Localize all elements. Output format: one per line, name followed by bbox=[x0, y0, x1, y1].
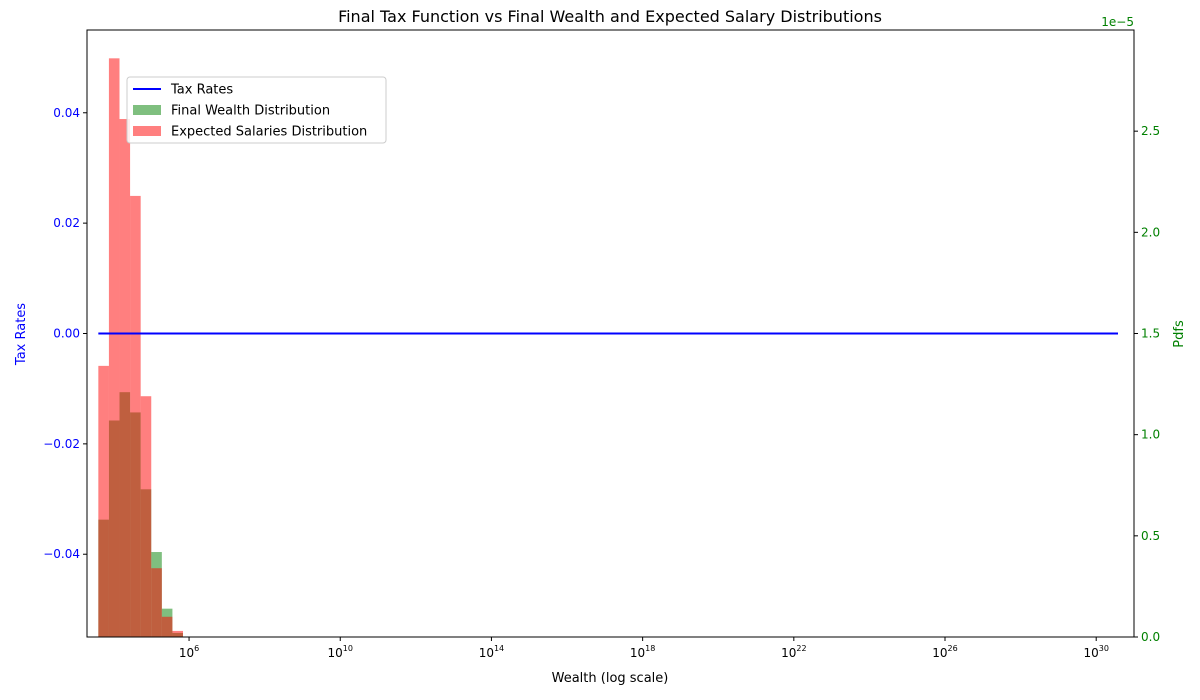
chart-title: Final Tax Function vs Final Wealth and E… bbox=[338, 7, 882, 26]
left-y-tick-label-4: −0.04 bbox=[43, 547, 80, 561]
histogram-bars bbox=[98, 58, 183, 637]
left-y-tick-label-3: −0.02 bbox=[43, 437, 80, 451]
legend-label-0: Tax Rates bbox=[170, 83, 233, 98]
legend-label-1: Final Wealth Distribution bbox=[171, 104, 330, 119]
histogram-series-1 bbox=[98, 58, 183, 637]
right-y-axis-label: Pdfs bbox=[1172, 320, 1187, 348]
histogram-bar-1-7 bbox=[172, 630, 183, 637]
left-y-axis-ticks: 0.04 0.02 0.00 −0.02 −0.04 bbox=[43, 106, 87, 561]
right-y-tick-label-4: 2.0 bbox=[1141, 225, 1160, 239]
left-y-tick-label-0: 0.04 bbox=[53, 106, 80, 120]
right-y-tick-label-0: 0.0 bbox=[1141, 630, 1160, 644]
histogram-bar-1-0 bbox=[98, 365, 109, 637]
x-axis-ticks: 106 1010 1014 1018 1022 1026 1030 bbox=[179, 637, 1109, 660]
left-y-axis-label: Tax Rates bbox=[14, 303, 29, 366]
x-tick-label-3: 1018 bbox=[630, 644, 655, 660]
x-tick-label-0: 106 bbox=[179, 644, 199, 660]
x-tick-label-4: 1022 bbox=[781, 644, 806, 660]
histogram-bar-1-4 bbox=[140, 396, 152, 637]
histogram-bar-1-2 bbox=[119, 119, 131, 637]
legend: Tax Rates Final Wealth Distribution Expect… bbox=[126, 76, 387, 144]
right-y-axis-ticks: 0.0 0.5 1.0 1.5 2.0 2.5 bbox=[1134, 124, 1160, 644]
right-axis-offset-label: 1e−5 bbox=[1101, 15, 1134, 29]
right-y-tick-label-1: 0.5 bbox=[1141, 529, 1160, 543]
legend-swatch-2 bbox=[133, 126, 161, 136]
left-y-tick-label-1: 0.02 bbox=[53, 216, 80, 230]
right-y-tick-label-2: 1.0 bbox=[1141, 428, 1160, 442]
right-y-tick-label-5: 2.5 bbox=[1141, 124, 1160, 138]
x-axis-label: Wealth (log scale) bbox=[552, 671, 669, 686]
histogram-bar-1-5 bbox=[151, 568, 162, 637]
histogram-bar-1-6 bbox=[161, 616, 173, 637]
x-tick-label-2: 1014 bbox=[479, 644, 504, 660]
legend-label-2: Expected Salaries Distribution bbox=[171, 125, 367, 140]
right-y-tick-label-3: 1.5 bbox=[1141, 327, 1160, 341]
x-tick-label-6: 1030 bbox=[1083, 644, 1108, 660]
legend-box bbox=[126, 76, 387, 144]
histogram-bar-1-1 bbox=[108, 58, 120, 637]
histogram-bar-1-3 bbox=[130, 195, 141, 637]
left-y-tick-label-2: 0.00 bbox=[53, 327, 80, 341]
x-tick-label-5: 1026 bbox=[932, 644, 957, 660]
x-tick-label-1: 1010 bbox=[328, 644, 353, 660]
legend-swatch-1 bbox=[133, 105, 161, 115]
